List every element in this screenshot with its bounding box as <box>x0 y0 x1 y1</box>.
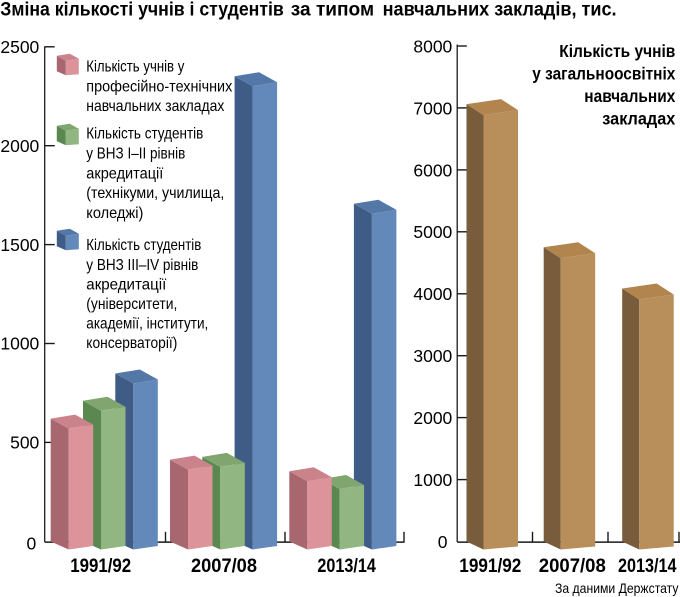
svg-text:1500: 1500 <box>0 235 39 255</box>
svg-text:закладах: закладах <box>602 108 675 128</box>
svg-text:у загальноосвітніх: у загальноосвітніх <box>532 63 675 83</box>
svg-text:7000: 7000 <box>413 98 452 118</box>
svg-text:Зміна кількості учнів і студен: Зміна кількості учнів і студентів <box>0 0 284 21</box>
svg-text:2013/14: 2013/14 <box>618 556 677 577</box>
svg-text:1991/92: 1991/92 <box>459 556 521 577</box>
svg-text:акредитації: акредитації <box>86 276 167 293</box>
svg-text:консерваторії): консерваторії) <box>86 335 177 352</box>
svg-text:акредитації: акредитації <box>86 165 164 182</box>
svg-text:1000: 1000 <box>413 470 452 490</box>
svg-text:За даними Держстату: За даними Держстату <box>555 580 679 596</box>
svg-text:професійно-технічних: професійно-технічних <box>86 78 232 95</box>
svg-text:у ВНЗ ІІІ–ІV рівнів: у ВНЗ ІІІ–ІV рівнів <box>86 257 198 274</box>
svg-text:500: 500 <box>10 433 39 453</box>
svg-text:навчальних закладах: навчальних закладах <box>86 98 224 115</box>
svg-text:2000: 2000 <box>413 408 452 428</box>
svg-text:(університети,: (університети, <box>86 296 177 313</box>
svg-text:2013/14: 2013/14 <box>317 556 376 577</box>
svg-text:0: 0 <box>26 533 36 553</box>
svg-text:Кількість студентів: Кількість студентів <box>86 126 203 143</box>
svg-text:Кількість студентів: Кількість студентів <box>86 237 201 254</box>
svg-text:2500: 2500 <box>0 37 39 57</box>
svg-text:навчальних: навчальних <box>584 86 675 106</box>
svg-text:навчальних закладів, тис.: навчальних закладів, тис. <box>383 0 617 21</box>
svg-text:1991/92: 1991/92 <box>70 556 131 577</box>
svg-text:(технікуми, училища,: (технікуми, училища, <box>86 185 224 202</box>
svg-text:8000: 8000 <box>413 36 452 56</box>
svg-text:Кількість учнів у: Кількість учнів у <box>86 59 184 76</box>
svg-text:академії, інститути,: академії, інститути, <box>86 316 208 333</box>
svg-text:1000: 1000 <box>0 334 39 354</box>
svg-text:у ВНЗ І–ІІ рівнів: у ВНЗ І–ІІ рівнів <box>86 146 185 163</box>
svg-text:4000: 4000 <box>413 284 452 304</box>
svg-text:коледжі): коледжі) <box>86 205 143 222</box>
svg-text:5000: 5000 <box>413 222 452 242</box>
svg-text:0: 0 <box>438 532 448 552</box>
svg-text:за типом: за типом <box>291 0 374 21</box>
svg-text:2007/08: 2007/08 <box>191 556 257 577</box>
svg-text:6000: 6000 <box>413 160 452 180</box>
svg-text:2007/08: 2007/08 <box>539 556 606 577</box>
svg-text:3000: 3000 <box>413 346 452 366</box>
svg-text:Кількість учнів: Кількість учнів <box>559 41 675 61</box>
svg-text:2000: 2000 <box>0 136 39 156</box>
